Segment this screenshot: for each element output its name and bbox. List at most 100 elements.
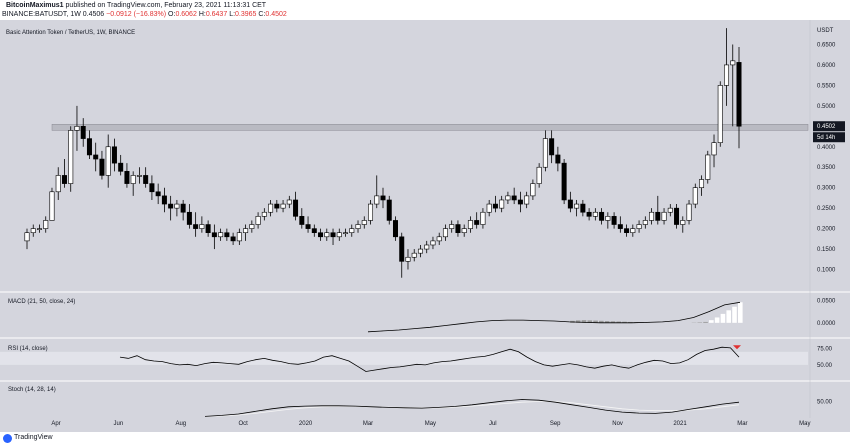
- price-pane[interactable]: [24, 28, 809, 278]
- macd-histogram-bar: [709, 320, 714, 323]
- candle-body: [567, 199, 573, 209]
- candle-body: [218, 232, 224, 238]
- candle-body: [542, 138, 548, 168]
- candle-body: [417, 248, 423, 254]
- macd-histogram-bar: [616, 321, 622, 323]
- candle-body: [368, 203, 374, 221]
- open-value: 0.6062: [175, 11, 197, 18]
- candle-body: [318, 232, 324, 238]
- low-value: 0.3965: [235, 11, 257, 18]
- macd-pane[interactable]: [367, 301, 743, 333]
- macd-y-tick: 0.0500: [817, 298, 836, 304]
- grid-layer: [0, 291, 850, 382]
- candle-body: [43, 220, 49, 229]
- macd-histogram-bar: [726, 310, 732, 323]
- candle-body: [549, 138, 555, 156]
- candle-body: [149, 183, 155, 193]
- candle-body: [724, 64, 730, 86]
- candle-body: [330, 232, 336, 238]
- candle-body: [424, 244, 430, 250]
- candle-body: [399, 236, 405, 262]
- candle-body: [111, 146, 117, 164]
- stoch-k-line: [204, 399, 740, 417]
- macd-y-tick: 0.0000: [817, 321, 836, 327]
- x-tick-label: Mar: [363, 421, 373, 427]
- candle-body: [355, 224, 361, 229]
- candle-body: [68, 130, 74, 184]
- rsi-overbought-marker: [733, 345, 741, 350]
- candle-body: [130, 175, 136, 184]
- macd-histogram-bar: [628, 321, 633, 323]
- candle-body: [118, 162, 124, 172]
- candle-body: [349, 228, 355, 234]
- candle-body: [268, 203, 274, 213]
- candle-body: [186, 211, 192, 225]
- y-tick-label: 0.6500: [817, 42, 836, 48]
- candle-body: [642, 220, 648, 225]
- candle-body: [624, 228, 630, 234]
- candle-body: [486, 203, 492, 213]
- candle-body: [699, 179, 705, 188]
- candle-body: [474, 220, 480, 225]
- chart-canvas[interactable]: 0.65000.60000.55000.50000.45000.40000.35…: [0, 20, 850, 432]
- candle-body: [736, 62, 742, 127]
- price-change: −0.0912 (−16.83%): [106, 11, 167, 18]
- close-label: C:: [258, 11, 266, 18]
- high-label: H:: [198, 11, 206, 18]
- footer: TradingView: [0, 432, 850, 445]
- high-value: 0.6437: [205, 11, 228, 18]
- candle-body: [636, 224, 642, 229]
- candle-body: [124, 171, 130, 184]
- y-tick-label: 0.5000: [817, 104, 836, 110]
- macd-histogram-bar: [732, 306, 737, 323]
- rsi-pane[interactable]: [0, 345, 808, 372]
- chart-header: BitcoinMaximus1 published on TradingView…: [0, 0, 850, 20]
- candle-body: [586, 211, 592, 217]
- candle-body: [161, 195, 167, 205]
- candle-body: [661, 211, 667, 221]
- candle-body: [667, 207, 673, 213]
- macd-histogram-bar: [714, 317, 720, 323]
- author-name[interactable]: BitcoinMaximus1: [6, 2, 64, 9]
- candle-body: [630, 228, 636, 234]
- candle-body: [243, 228, 249, 234]
- candle-body: [411, 252, 417, 258]
- publish-info: published on TradingView.com, February 2…: [65, 2, 267, 9]
- last-price-tag: [813, 121, 845, 132]
- candle-body: [611, 216, 617, 225]
- macd-histogram-bar: [610, 321, 616, 323]
- x-tick-label: May: [799, 421, 810, 427]
- candle-body: [380, 195, 386, 201]
- last-price-value: 0.4502: [817, 124, 836, 130]
- candle-body: [193, 224, 199, 229]
- brand-label[interactable]: TradingView: [14, 434, 53, 441]
- x-tick-label: Nov: [612, 421, 623, 427]
- candle-body: [49, 191, 55, 221]
- x-tick-label: Apr: [51, 421, 60, 427]
- price-unit-label: USDT: [817, 28, 834, 34]
- candle-body: [467, 220, 473, 229]
- macd-histogram-bar: [575, 320, 581, 323]
- candle-body: [605, 216, 611, 221]
- candle-body: [236, 232, 242, 242]
- candle-body: [592, 211, 598, 217]
- close-value: 0.4502: [265, 11, 287, 18]
- candle-body: [455, 224, 461, 234]
- candle-body: [480, 211, 486, 225]
- candle-body: [311, 228, 317, 234]
- candle-body: [680, 220, 686, 225]
- candle-body: [93, 154, 99, 160]
- candle-body: [461, 228, 467, 234]
- x-tick-label: 2020: [299, 421, 313, 427]
- candle-body: [511, 195, 517, 201]
- candle-body: [505, 195, 511, 201]
- stoch-d-line: [204, 401, 740, 417]
- y-tick-label: 0.3500: [817, 165, 836, 171]
- stoch-pane[interactable]: [204, 399, 740, 417]
- candle-body: [55, 175, 61, 193]
- tradingview-logo-icon[interactable]: [3, 434, 12, 443]
- chart-area[interactable]: 0.65000.60000.55000.50000.45000.40000.35…: [0, 20, 850, 432]
- y-tick-label: 0.2500: [817, 206, 836, 212]
- y-tick-label: 0.1500: [817, 247, 836, 253]
- low-label: L:: [229, 11, 236, 18]
